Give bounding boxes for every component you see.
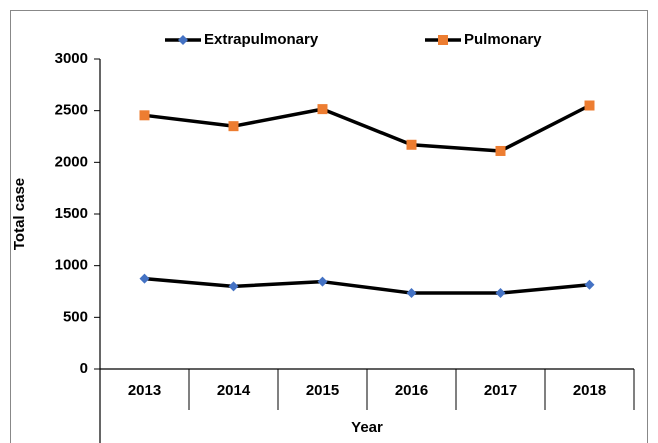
data-point — [228, 281, 239, 292]
y-tick-label: 3000 — [55, 50, 88, 67]
data-point — [317, 104, 328, 115]
data-point — [317, 276, 328, 287]
x-tick-label: 2013 — [128, 382, 161, 399]
data-point — [139, 110, 150, 121]
legend-marker — [178, 35, 188, 45]
legend-marker — [438, 35, 448, 45]
legend-label: Extrapulmonary — [204, 31, 319, 48]
y-tick-label: 1000 — [55, 257, 88, 274]
y-axis-title: Total case — [11, 178, 28, 250]
y-tick-label: 2000 — [55, 153, 88, 170]
y-tick-label: 0 — [80, 360, 88, 377]
y-tick-label: 500 — [63, 308, 88, 325]
data-point — [495, 288, 506, 299]
data-point — [406, 288, 417, 299]
legend-label: Pulmonary — [464, 31, 542, 48]
chart-border — [10, 10, 648, 443]
series-line — [144, 276, 590, 295]
data-point — [139, 273, 150, 284]
series-line — [144, 103, 591, 153]
data-point — [584, 279, 595, 290]
data-point — [495, 145, 506, 156]
data-point — [584, 100, 595, 111]
data-point — [406, 139, 417, 150]
x-tick-label: 2017 — [484, 382, 517, 399]
y-tick-label: 2500 — [55, 102, 88, 119]
y-tick-label: 1500 — [55, 205, 88, 222]
x-tick-label: 2016 — [395, 382, 428, 399]
x-tick-label: 2015 — [306, 382, 339, 399]
x-tick-label: 2018 — [573, 382, 606, 399]
x-tick-label: 2014 — [217, 382, 251, 399]
x-axis-title: Year — [351, 419, 383, 436]
data-point — [228, 121, 239, 132]
